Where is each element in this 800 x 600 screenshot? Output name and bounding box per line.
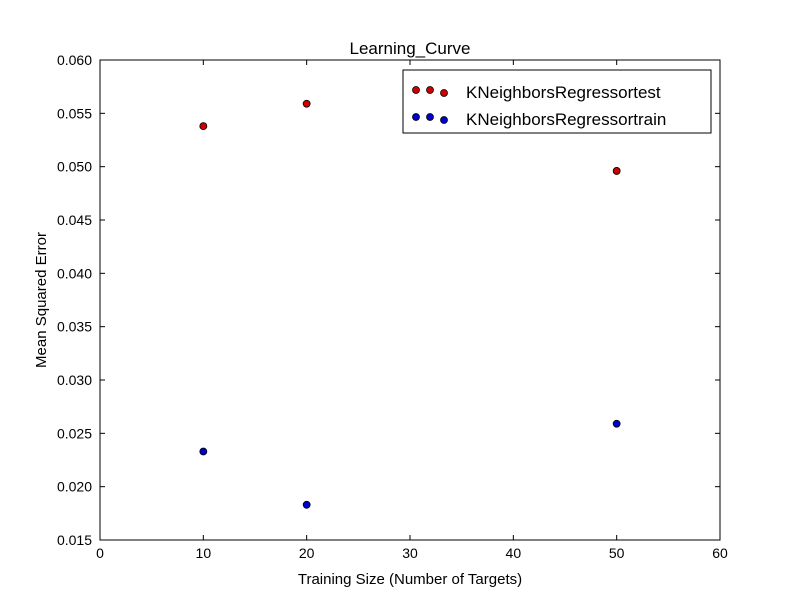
- y-tick-label: 0.060: [57, 52, 92, 68]
- y-tick-label: 0.015: [57, 532, 92, 548]
- legend-marker: [440, 89, 448, 97]
- legend-marker: [440, 116, 448, 124]
- x-axis-label: Training Size (Number of Targets): [298, 571, 522, 588]
- x-tick-label: 50: [609, 545, 625, 561]
- data-point: [612, 419, 621, 428]
- data-point: [302, 99, 311, 108]
- x-tick-label: 60: [712, 545, 728, 561]
- y-tick-label: 0.025: [57, 425, 92, 441]
- y-tick-label: 0.050: [57, 159, 92, 175]
- legend-marker: [412, 113, 420, 121]
- data-point: [199, 122, 208, 131]
- y-axis-ticks: 0.015 0.020 0.025 0.030 0.035 0.040 0.045 0.050…: [57, 52, 720, 548]
- legend-box: [402, 69, 712, 134]
- legend-label: KNeighborsRegressortest: [466, 83, 661, 102]
- y-tick-label: 0.030: [57, 372, 92, 388]
- data-points: [199, 99, 621, 509]
- legend-items: KNeighborsRegressortest KNeighborsRegress…: [412, 83, 666, 129]
- data-point: [199, 447, 208, 456]
- y-tick-label: 0.040: [57, 265, 92, 281]
- y-tick-label: 0.045: [57, 212, 92, 228]
- x-tick-label: 40: [506, 545, 522, 561]
- y-tick-label: 0.055: [57, 105, 92, 121]
- y-tick-label: 0.020: [57, 479, 92, 495]
- legend-label: KNeighborsRegressortrain: [466, 110, 666, 129]
- y-tick-label: 0.035: [57, 319, 92, 335]
- legend-marker: [426, 86, 434, 94]
- y-axis-label: Mean Squared Error: [33, 232, 50, 368]
- x-tick-label: 20: [299, 545, 315, 561]
- x-tick-label: 0: [96, 545, 104, 561]
- x-tick-label: 10: [196, 545, 212, 561]
- legend-marker: [426, 113, 434, 121]
- legend-marker: [412, 86, 420, 94]
- data-point: [612, 167, 621, 175]
- x-axis-ticks: 0 10 20 30 40 50 60: [96, 60, 728, 561]
- legend: KNeighborsRegressortest KNeighborsRegress…: [402, 69, 712, 134]
- data-point: [302, 500, 311, 509]
- x-tick-label: 30: [402, 545, 418, 561]
- chart-title: Learning_Curve: [350, 39, 471, 58]
